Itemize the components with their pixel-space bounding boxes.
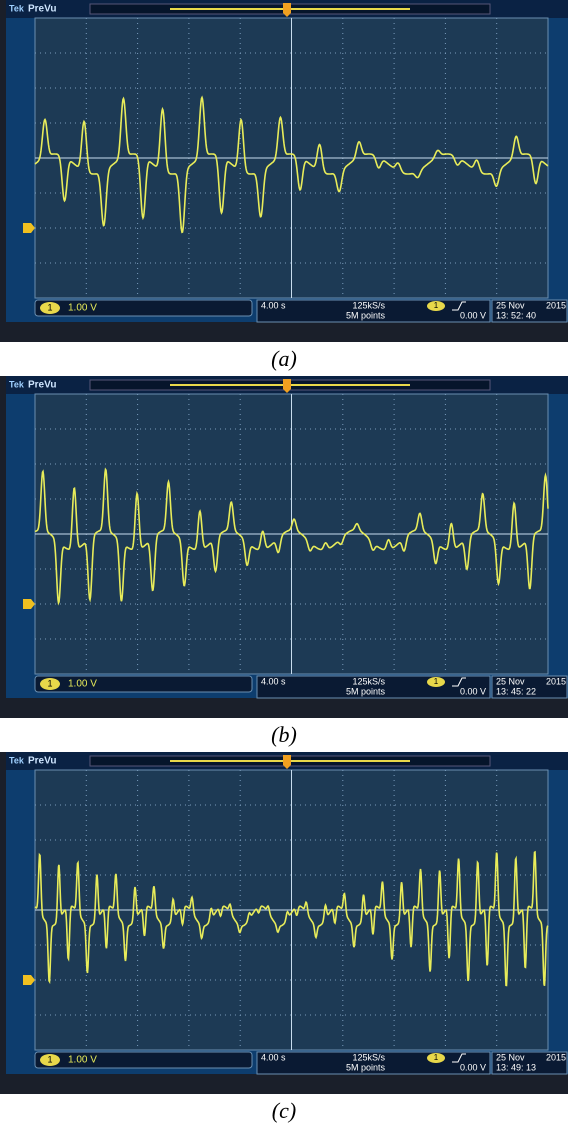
mode-label: PreVu (28, 4, 57, 15)
channel-badge (40, 678, 60, 690)
mode-label: PreVu (28, 380, 57, 391)
sample-rate: 125kS/s (352, 300, 385, 310)
record-length: 5M points (346, 686, 386, 696)
trigger-badge (427, 301, 445, 311)
caption: (a) (271, 346, 297, 371)
waveform (34, 467, 549, 606)
trigger-level: 0.00 V (460, 1062, 486, 1072)
caption: (c) (271, 1098, 297, 1123)
scope-screen: Tek PreVu 1 1.00 V 4.00 s 125kS/s5M points 1 0.… (0, 752, 568, 1094)
trigger-source: 1 (434, 1053, 439, 1062)
date-box (491, 299, 568, 323)
scope-screen: Tek PreVu 1 1.00 V 4.00 s 125kS/s5M points 1 0.… (0, 376, 568, 718)
trigger-marker (283, 379, 291, 393)
timebase: 4.00 s (261, 676, 286, 686)
channel-box (34, 675, 253, 693)
trigger-marker (283, 755, 291, 769)
time: 13: 52: 40 (496, 310, 536, 320)
channel-number: 1 (47, 678, 52, 688)
channel-number: 1 (47, 1054, 52, 1064)
trigger-marker (283, 3, 291, 17)
trigger-level: 0.00 V (460, 310, 486, 320)
brand: Tek (9, 755, 25, 765)
ground-marker (23, 599, 35, 609)
date-box (491, 1051, 568, 1075)
trigger-slope (452, 1053, 466, 1063)
channel-number: 1 (47, 302, 52, 312)
channel-box (34, 1051, 253, 1069)
trigger-source: 1 (434, 301, 439, 310)
brand: Tek (9, 379, 25, 389)
channel-scale: 1.00 V (68, 679, 97, 690)
record-length: 5M points (346, 1062, 386, 1072)
sample-rate: 125kS/s (352, 1052, 385, 1062)
sample-rate: 125kS/s (352, 676, 385, 686)
year: 2015 (546, 676, 566, 686)
date: 25 Nov (496, 1052, 525, 1062)
timebase: 4.00 s (261, 300, 286, 310)
ground-marker (23, 975, 35, 985)
date-box (491, 675, 568, 699)
trigger-source: 1 (434, 677, 439, 686)
waveform (34, 850, 549, 987)
waveform (34, 95, 549, 234)
trigger-badge (427, 677, 445, 687)
trigger-slope (452, 301, 466, 311)
trigger-slope (452, 677, 466, 687)
record-length: 5M points (346, 310, 386, 320)
channel-badge (40, 1054, 60, 1066)
brand: Tek (9, 3, 25, 13)
time: 13: 49: 13 (496, 1062, 536, 1072)
timebase: 4.00 s (261, 1052, 286, 1062)
channel-box (34, 299, 253, 317)
date: 25 Nov (496, 676, 525, 686)
time: 13: 45: 22 (496, 686, 536, 696)
mode-label: PreVu (28, 756, 57, 767)
trigger-badge (427, 1053, 445, 1063)
trigger-level: 0.00 V (460, 686, 486, 696)
year: 2015 (546, 1052, 566, 1062)
channel-scale: 1.00 V (68, 1055, 97, 1066)
date: 25 Nov (496, 300, 525, 310)
ground-marker (23, 223, 35, 233)
year: 2015 (546, 300, 566, 310)
channel-scale: 1.00 V (68, 303, 97, 314)
caption: (b) (271, 722, 297, 747)
channel-badge (40, 302, 60, 314)
scope-screen: Tek PreVu 1 1.00 V 4.00 s 125kS/s5M points 1 0.… (0, 0, 568, 342)
